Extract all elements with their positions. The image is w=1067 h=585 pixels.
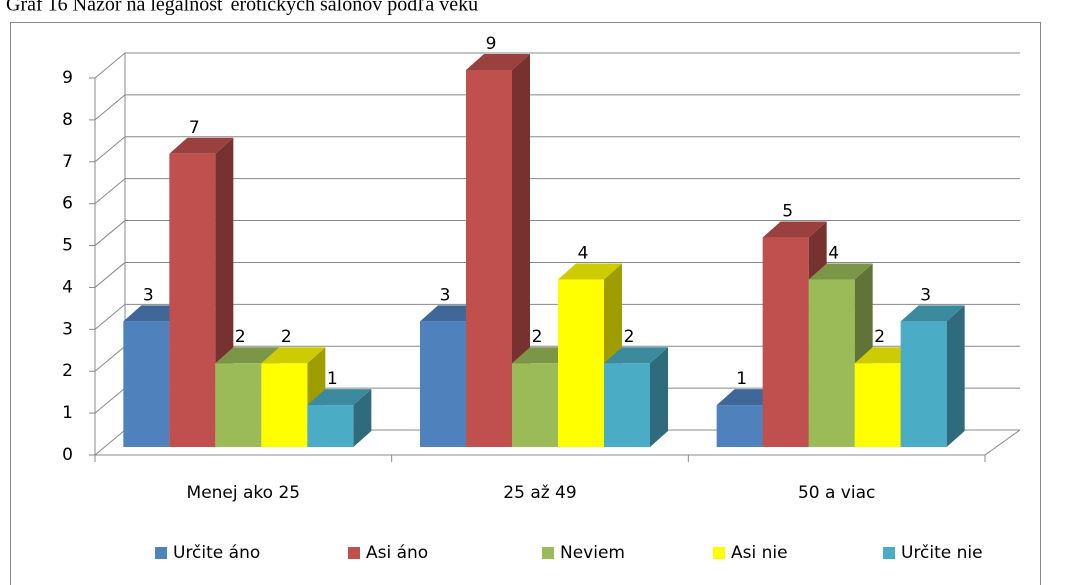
bar <box>307 389 372 447</box>
bar <box>604 347 668 447</box>
bar-top <box>558 263 622 280</box>
y-tick-label: 9 <box>62 68 73 88</box>
bar-side <box>650 347 668 447</box>
grid-line <box>94 178 126 205</box>
bar-front <box>512 363 558 447</box>
legend-swatch <box>155 547 167 559</box>
legend-swatch <box>348 547 360 559</box>
y-tick-label: 2 <box>62 361 73 381</box>
bar-side <box>512 54 530 447</box>
data-label: 4 <box>828 243 839 263</box>
x-tick-label: 50 a viac <box>798 483 875 503</box>
bar-front <box>854 363 901 447</box>
data-label: 4 <box>578 243 589 263</box>
grid-line <box>94 52 126 79</box>
y-tick-label: 7 <box>62 152 73 172</box>
bar-front <box>604 363 650 447</box>
bar-front <box>123 321 170 447</box>
data-label: 2 <box>874 327 885 347</box>
legend-label: Určite áno <box>173 543 260 563</box>
y-tick-label: 0 <box>62 445 73 465</box>
legend-swatch <box>713 547 725 559</box>
bar-front <box>215 363 262 447</box>
bar-top <box>466 54 530 70</box>
y-tick-label: 5 <box>62 236 73 256</box>
grid-line <box>94 429 126 456</box>
bar-front <box>558 279 604 447</box>
bar-top <box>604 347 668 364</box>
bar-side <box>946 305 965 447</box>
legend-label: Asi nie <box>731 543 788 563</box>
data-label: 1 <box>736 369 747 389</box>
bar <box>900 305 965 447</box>
bar-top <box>169 137 234 154</box>
bar-top <box>762 221 827 238</box>
y-tick-label: 1 <box>62 403 73 423</box>
bar-top <box>215 347 280 364</box>
legend-swatch <box>542 547 554 559</box>
legend-label: Určite nie <box>901 543 983 563</box>
data-label: 9 <box>486 34 497 54</box>
x-tick-label: Menej ako 25 <box>187 483 301 503</box>
grid-line <box>94 136 126 163</box>
data-label: 7 <box>189 118 200 138</box>
legend-label: Neviem <box>560 543 625 563</box>
bar-front <box>808 279 855 447</box>
x-tick-label: 25 až 49 <box>503 483 576 503</box>
data-label: 2 <box>281 327 292 347</box>
bar-front <box>716 405 763 447</box>
bar-front <box>169 153 216 447</box>
bar <box>169 137 234 447</box>
y-tick-label: 6 <box>62 194 73 214</box>
data-label: 1 <box>327 369 338 389</box>
bar-front <box>900 321 947 447</box>
grid-line <box>94 303 126 330</box>
floor-right <box>984 429 1021 456</box>
grid-line <box>94 387 126 414</box>
bar-top <box>808 263 873 280</box>
data-label: 2 <box>532 327 543 347</box>
y-tick-label: 3 <box>62 319 73 339</box>
bar-top <box>307 389 372 406</box>
data-label: 2 <box>235 327 246 347</box>
grid-line <box>94 262 126 288</box>
bar-front <box>261 363 308 447</box>
y-tick-label: 8 <box>62 110 73 130</box>
grid-line <box>94 345 126 372</box>
data-label: 5 <box>782 202 793 222</box>
data-label: 3 <box>440 285 451 305</box>
data-label: 2 <box>624 327 635 347</box>
bar <box>466 54 530 447</box>
bar-side <box>353 389 372 447</box>
bar-front <box>466 70 512 447</box>
chart-border <box>10 22 1041 585</box>
data-label: 3 <box>920 285 931 305</box>
bar-front <box>420 321 466 447</box>
bar-top <box>261 347 326 364</box>
legend-label: Asi áno <box>366 543 428 563</box>
legend-swatch <box>883 547 895 559</box>
chart-title: Graf 16 Názor na legálnosť erotických sa… <box>6 0 478 16</box>
grid-line <box>94 94 126 121</box>
bar-front <box>762 237 809 447</box>
y-tick-label: 4 <box>62 277 73 297</box>
bar-top <box>900 305 965 322</box>
grid-line <box>94 220 126 246</box>
data-label: 3 <box>143 285 154 305</box>
bar-front <box>307 405 354 447</box>
